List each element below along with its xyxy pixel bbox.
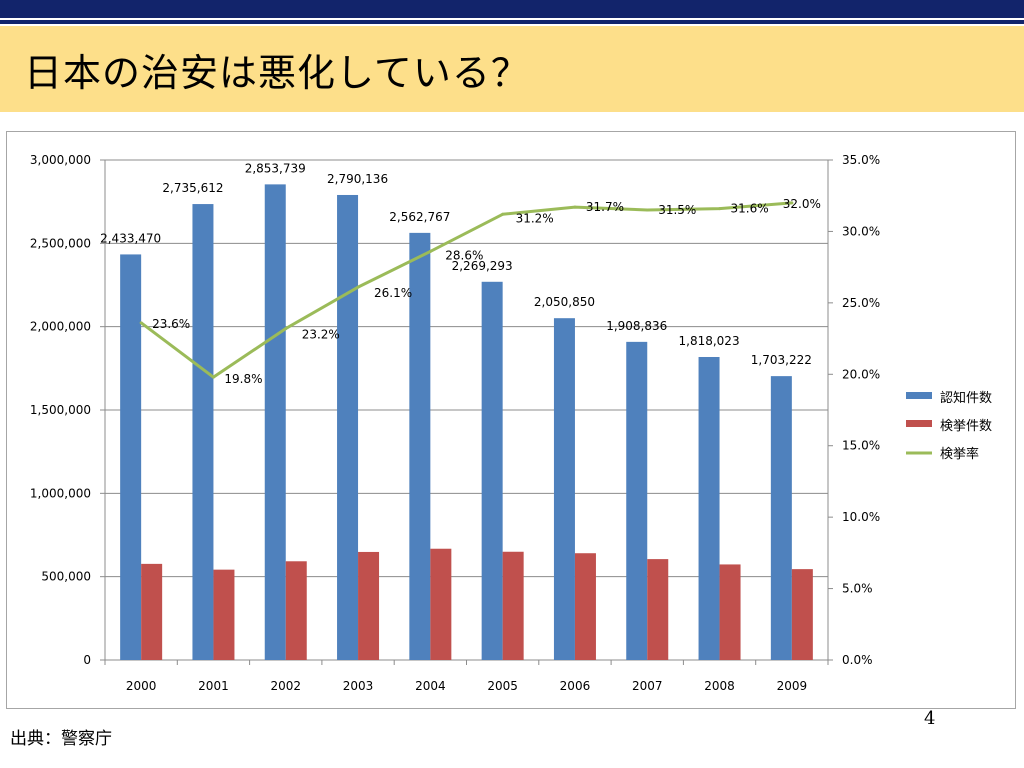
bar-data-label: 2,735,612 (162, 181, 223, 195)
x-tick-label: 2001 (198, 679, 229, 693)
x-tick-label: 2004 (415, 679, 446, 693)
y-right-tick-label: 15.0% (842, 439, 880, 453)
slide-title: 日本の治安は悪化している？ (24, 51, 530, 95)
legend-label-cleared: 検挙件数 (940, 419, 992, 434)
bar-recognized (770, 376, 792, 660)
bar-data-label: 1,908,836 (606, 319, 667, 333)
rate-data-label: 31.2% (516, 211, 554, 225)
rate-point (573, 205, 577, 209)
rate-data-label: 19.8% (224, 372, 262, 386)
y-right-tick-label: 35.0% (842, 153, 880, 167)
y-left-tick-label: 2,000,000 (30, 320, 91, 334)
y-right-tick-label: 20.0% (842, 367, 880, 381)
bar-recognized (192, 204, 214, 660)
bar-data-label: 2,269,293 (452, 259, 513, 273)
x-tick-label: 2003 (343, 679, 374, 693)
rate-data-label: 23.6% (152, 317, 190, 331)
rate-point (284, 327, 288, 331)
line-rate (140, 201, 792, 379)
rate-data-label: 23.2% (302, 328, 340, 342)
x-tick-label: 2002 (270, 679, 301, 693)
x-tick-label: 2008 (704, 679, 735, 693)
bar-cleared (502, 551, 524, 660)
legend-label-recognized: 認知件数 (940, 390, 992, 406)
y-right-tick-label: 0.0% (842, 653, 873, 667)
header-divider (0, 18, 1024, 20)
bar-recognized (626, 341, 648, 660)
bar-recognized (481, 281, 503, 660)
rate-point (718, 207, 722, 211)
x-tick-label: 2007 (632, 679, 663, 693)
bar-cleared (285, 561, 307, 660)
bar-recognized (337, 194, 359, 660)
y-left-tick-label: 1,500,000 (30, 403, 91, 417)
bar-data-label: 2,562,767 (389, 210, 450, 224)
page-number: 4 (924, 708, 936, 729)
y-left-tick-label: 3,000,000 (30, 153, 91, 167)
title-band (0, 26, 1024, 112)
bar-data-label: 2,790,136 (327, 172, 388, 186)
rate-data-label: 26.1% (374, 286, 412, 300)
bar-data-label: 2,050,850 (534, 295, 595, 309)
x-tick-label: 2009 (777, 679, 808, 693)
y-left-tick-label: 1,000,000 (30, 486, 91, 500)
bar-recognized (120, 254, 142, 660)
rate-data-label: 32.0% (783, 197, 821, 211)
bar-recognized (698, 356, 720, 660)
bar-cleared (430, 548, 452, 660)
bar-cleared (141, 563, 163, 660)
x-tick-label: 2005 (487, 679, 518, 693)
x-tick-label: 2000 (126, 679, 157, 693)
legend-swatch-cleared (906, 420, 932, 427)
bar-cleared (358, 551, 380, 660)
bar-cleared (719, 564, 741, 660)
rate-point (356, 285, 360, 289)
bar-cleared (213, 569, 235, 660)
y-right-tick-label: 10.0% (842, 510, 880, 524)
x-tick-label: 2006 (560, 679, 591, 693)
bar-cleared (791, 569, 813, 660)
rate-data-label: 31.6% (730, 202, 768, 216)
rate-point (501, 212, 505, 216)
y-right-tick-label: 30.0% (842, 224, 880, 238)
source-note: 出典：警察庁 (10, 729, 112, 749)
bar-data-label: 1,818,023 (679, 334, 740, 348)
rate-point (211, 375, 215, 379)
rate-data-label: 28.6% (445, 248, 483, 262)
y-right-tick-label: 25.0% (842, 296, 880, 310)
rate-point (645, 208, 649, 212)
header-bar-lower (0, 20, 1024, 24)
header-bar (0, 0, 1024, 18)
y-left-tick-label: 0 (83, 653, 91, 667)
y-right-tick-label: 5.0% (842, 582, 873, 596)
bar-recognized (264, 184, 286, 660)
legend-swatch-recognized (906, 392, 932, 399)
y-left-tick-label: 2,500,000 (30, 236, 91, 250)
bar-recognized (553, 318, 575, 660)
rate-point (790, 201, 794, 205)
rate-data-label: 31.7% (586, 200, 624, 214)
rate-point (428, 249, 432, 253)
bar-data-label: 2,853,739 (245, 161, 306, 175)
rate-data-label: 31.5% (658, 203, 696, 217)
legend-label-rate: 検挙率 (940, 446, 979, 462)
bar-data-label: 2,433,470 (100, 231, 161, 245)
bar-recognized (409, 232, 431, 660)
bar-data-label: 1,703,222 (751, 353, 812, 367)
bar-cleared (647, 559, 669, 660)
bar-cleared (574, 553, 596, 660)
rate-point (139, 321, 143, 325)
y-left-tick-label: 500,000 (41, 570, 91, 584)
